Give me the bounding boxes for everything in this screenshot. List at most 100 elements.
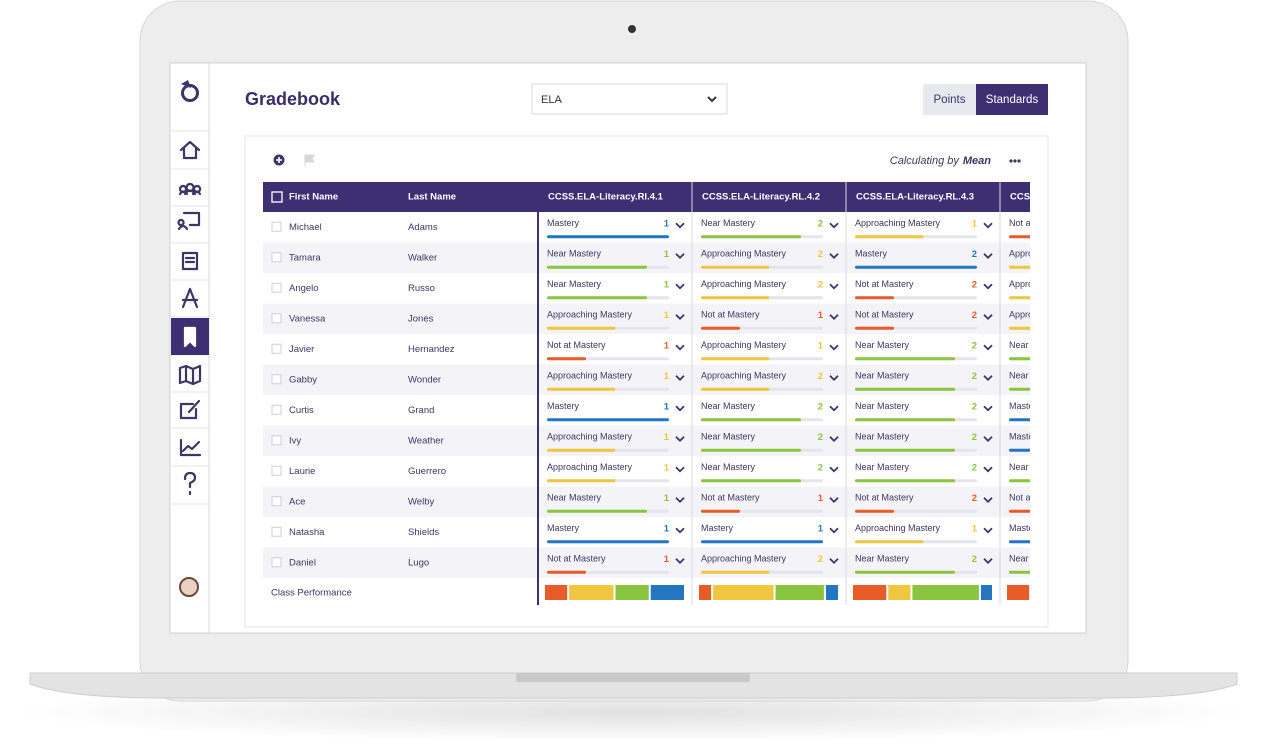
select-all-checkbox[interactable] [271,191,283,203]
score: 2 [818,218,823,229]
grade-dropdown[interactable] [675,497,685,504]
mastery-level: Not at Mastery [701,493,760,503]
toggle-points[interactable] [923,84,976,115]
edit-icon[interactable] [179,399,201,420]
last-name: Weather [408,435,444,446]
grade-dropdown[interactable] [675,558,685,565]
grade-dropdown[interactable] [675,314,685,321]
mastery-level: Approaching Mastery [855,218,941,228]
mastery-level: Near Mastery [547,279,602,289]
grade-dropdown[interactable] [983,222,993,229]
subject-dropdown[interactable] [531,83,728,115]
grade-dropdown[interactable] [675,222,685,229]
book-icon[interactable] [181,251,199,271]
score: 1 [664,462,670,473]
flag-button[interactable] [304,154,315,166]
mastery-level: Near Mastery [855,340,910,350]
performance-segment [912,585,979,600]
grade-dropdown[interactable] [829,344,839,351]
grade-dropdown[interactable] [983,283,993,290]
standard-header: CCSS.ELA-Literacy.RL.4.3 [856,192,974,203]
bookmark-icon[interactable] [183,326,197,348]
grade-dropdown[interactable] [829,558,839,565]
grade-dropdown[interactable] [675,436,685,443]
performance-segment [775,585,824,600]
grade-dropdown[interactable] [1138,254,1146,258]
row-checkbox[interactable] [271,282,282,293]
grade-dropdown[interactable] [675,375,685,382]
classes-icon[interactable] [177,211,201,231]
row-checkbox[interactable] [271,374,282,385]
grade-dropdown[interactable] [983,314,993,321]
grade-dropdown[interactable] [829,314,839,321]
grade-dropdown[interactable] [1138,406,1146,410]
more-button[interactable] [1009,159,1021,163]
map-icon[interactable] [178,364,202,386]
row-checkbox[interactable] [271,496,282,507]
toggle-standards[interactable] [976,84,1048,115]
grade-dropdown[interactable] [983,497,993,504]
grade-dropdown[interactable] [983,527,993,534]
first-name: Curtis [289,405,314,416]
grade-dropdown[interactable] [829,436,839,443]
tools-icon[interactable] [181,287,199,309]
row-checkbox[interactable] [271,404,282,415]
row-checkbox[interactable] [271,313,282,324]
grade-dropdown[interactable] [829,375,839,382]
grade-dropdown[interactable] [829,497,839,504]
grade-dropdown[interactable] [1138,498,1146,502]
level-bar [701,509,741,513]
user-avatar[interactable] [179,577,199,597]
help-icon[interactable] [183,471,197,496]
chart-icon[interactable] [179,438,202,457]
grade-dropdown[interactable] [983,466,993,473]
score: 2 [972,432,977,443]
score: 2 [972,310,977,321]
grade-dropdown[interactable] [983,344,993,351]
performance-segment [713,585,774,600]
grade-dropdown[interactable] [1138,437,1146,441]
mastery-level: Mastery [701,523,734,533]
grade-dropdown[interactable] [1138,559,1146,563]
row-checkbox[interactable] [271,526,282,537]
grade-dropdown[interactable] [829,466,839,473]
row-checkbox[interactable] [271,221,282,232]
grade-dropdown[interactable] [983,253,993,260]
grade-dropdown[interactable] [983,375,993,382]
grade-dropdown[interactable] [829,283,839,290]
level-bar [547,235,669,239]
dropdown-value: ELA [541,94,562,106]
grade-dropdown[interactable] [1138,315,1146,319]
level-bar [855,357,956,361]
mastery-level: Near Mastery [855,432,910,442]
grade-dropdown[interactable] [829,253,839,260]
grade-dropdown[interactable] [1138,345,1146,349]
grade-dropdown[interactable] [1138,223,1146,227]
grade-dropdown[interactable] [1138,376,1146,380]
mastery-level: Approaching Mastery [547,310,633,320]
row-checkbox[interactable] [271,252,282,263]
row-checkbox[interactable] [271,435,282,446]
grade-dropdown[interactable] [675,253,685,260]
row-checkbox[interactable] [271,465,282,476]
home-icon[interactable] [179,140,201,160]
grade-dropdown[interactable] [1138,284,1146,288]
row-checkbox[interactable] [271,557,282,568]
grade-dropdown[interactable] [829,222,839,229]
row-checkbox[interactable] [271,343,282,354]
grade-dropdown[interactable] [675,405,685,412]
mastery-level: Approaching Mastery [701,279,787,289]
score: 1 [664,493,670,504]
grade-dropdown[interactable] [829,527,839,534]
grade-dropdown[interactable] [983,558,993,565]
students-icon[interactable] [178,182,202,196]
grade-dropdown[interactable] [983,405,993,412]
grade-dropdown[interactable] [1138,467,1146,471]
grade-dropdown[interactable] [675,344,685,351]
grade-dropdown[interactable] [675,466,685,473]
grade-dropdown[interactable] [983,436,993,443]
grade-dropdown[interactable] [1138,528,1146,532]
grade-dropdown[interactable] [675,283,685,290]
grade-dropdown[interactable] [675,527,685,534]
grade-dropdown[interactable] [829,405,839,412]
